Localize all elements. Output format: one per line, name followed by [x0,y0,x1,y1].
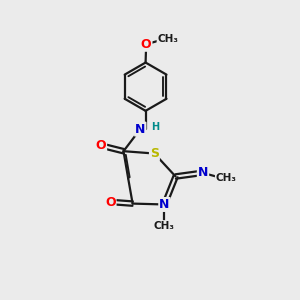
Text: N: N [198,167,208,179]
Text: O: O [105,196,116,208]
Text: S: S [150,147,159,160]
Text: O: O [141,38,152,51]
Text: CH₃: CH₃ [216,173,237,183]
Text: CH₃: CH₃ [158,34,178,44]
Text: N: N [159,198,170,211]
Text: N: N [135,123,146,136]
Text: H: H [151,122,159,132]
Text: O: O [95,140,106,152]
Text: CH₃: CH₃ [154,221,175,231]
